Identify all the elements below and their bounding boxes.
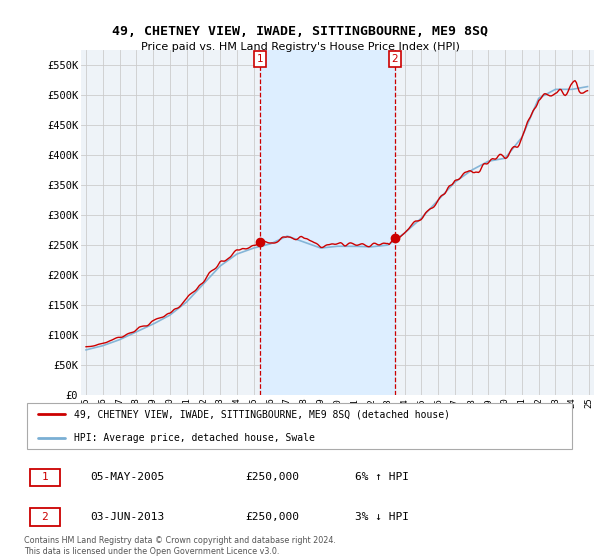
Text: £250,000: £250,000: [245, 512, 299, 522]
Text: Contains HM Land Registry data © Crown copyright and database right 2024.
This d: Contains HM Land Registry data © Crown c…: [24, 536, 336, 556]
Text: 1: 1: [257, 54, 263, 64]
Text: 6% ↑ HPI: 6% ↑ HPI: [355, 472, 409, 482]
Text: 2: 2: [392, 54, 398, 64]
FancyBboxPatch shape: [29, 469, 60, 486]
Text: 3% ↓ HPI: 3% ↓ HPI: [355, 512, 409, 522]
Text: HPI: Average price, detached house, Swale: HPI: Average price, detached house, Swal…: [74, 433, 314, 443]
Bar: [260, 50, 395, 395]
Text: 49, CHETNEY VIEW, IWADE, SITTINGBOURNE, ME9 8SQ (detached house): 49, CHETNEY VIEW, IWADE, SITTINGBOURNE, …: [74, 409, 449, 419]
Text: 1: 1: [41, 472, 48, 482]
Text: 2: 2: [41, 512, 48, 522]
Text: 49, CHETNEY VIEW, IWADE, SITTINGBOURNE, ME9 8SQ: 49, CHETNEY VIEW, IWADE, SITTINGBOURNE, …: [112, 25, 488, 38]
FancyBboxPatch shape: [29, 508, 60, 526]
Text: Price paid vs. HM Land Registry's House Price Index (HPI): Price paid vs. HM Land Registry's House …: [140, 42, 460, 52]
Text: £250,000: £250,000: [245, 472, 299, 482]
FancyBboxPatch shape: [27, 404, 572, 449]
Text: 05-MAY-2005: 05-MAY-2005: [90, 472, 164, 482]
Text: 03-JUN-2013: 03-JUN-2013: [90, 512, 164, 522]
